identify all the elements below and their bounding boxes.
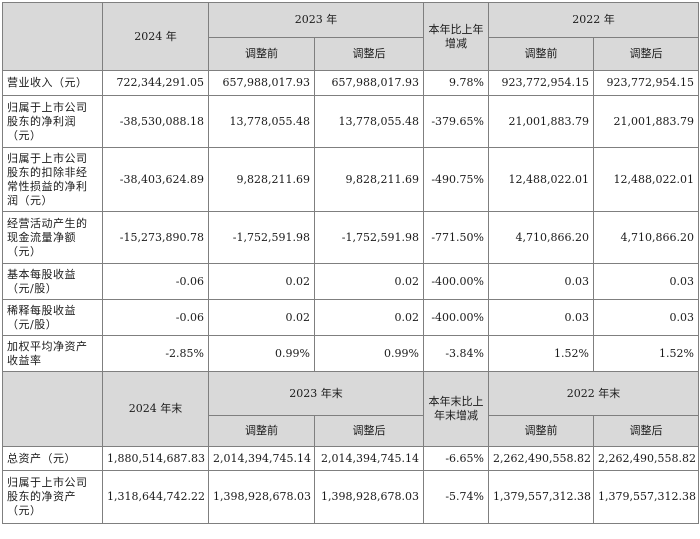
table-row: 经营活动产生的现金流量净额（元） -15,273,890.78 -1,752,5…	[2, 211, 699, 264]
cell-2022-before: 12,488,022.01	[488, 147, 594, 212]
table-row: 归属于上市公司股东的净资产（元） 1,318,644,742.22 1,398,…	[2, 470, 699, 524]
header-2024: 2024 年	[102, 2, 209, 71]
header-2024-end: 2024 年末	[102, 371, 209, 447]
header-label-corner	[2, 2, 103, 71]
cell-2024: -0.06	[102, 263, 209, 300]
cell-2024: -2.85%	[102, 335, 209, 372]
header-change-end: 本年末比上年末增减	[423, 371, 489, 447]
cell-change: 9.78%	[423, 70, 489, 96]
header-2022: 2022 年	[488, 2, 699, 38]
cell-2022-after: 0.03	[593, 263, 699, 300]
cell-2023-after: 13,778,055.48	[314, 95, 424, 148]
cell-change: -400.00%	[423, 263, 489, 300]
cell-2023-before: 2,014,394,745.14	[208, 446, 315, 471]
table-row: 基本每股收益（元/股） -0.06 0.02 0.02 -400.00% 0.0…	[2, 263, 699, 300]
cell-2022-before: 1,379,557,312.38	[488, 470, 594, 524]
cell-change: -379.65%	[423, 95, 489, 148]
table-row: 归属于上市公司股东的净利润（元） -38,530,088.18 13,778,0…	[2, 95, 699, 148]
cell-change: -771.50%	[423, 211, 489, 264]
header-2022-end: 2022 年末	[488, 371, 699, 416]
cell-2022-after: 0.03	[593, 299, 699, 336]
row-label: 营业收入（元）	[2, 70, 103, 96]
header-2023: 2023 年	[208, 2, 424, 38]
header-2022-end-after: 调整后	[593, 415, 699, 447]
cell-2023-after: 0.02	[314, 263, 424, 300]
header-2022-after: 调整后	[593, 37, 699, 71]
header-row-years: 2024 年 2023 年 本年比上年增减 2022 年	[2, 2, 699, 71]
header-2023-end-after: 调整后	[314, 415, 424, 447]
header-2022-before: 调整前	[488, 37, 594, 71]
header-label-corner-2	[2, 371, 103, 447]
financial-summary-table: 2024 年 2023 年 本年比上年增减 2022 年 调整前 调整后 调整前…	[2, 2, 699, 524]
row-label: 归属于上市公司股东的净资产（元）	[2, 470, 103, 524]
header-2023-after: 调整后	[314, 37, 424, 71]
cell-2022-after: 12,488,022.01	[593, 147, 699, 212]
cell-2023-after: 0.99%	[314, 335, 424, 372]
cell-2022-before: 21,001,883.79	[488, 95, 594, 148]
cell-2023-after: 2,014,394,745.14	[314, 446, 424, 471]
cell-2024: 722,344,291.05	[102, 70, 209, 96]
table-row: 归属于上市公司股东的扣除非经常性损益的净利润（元） -38,403,624.89…	[2, 147, 699, 212]
row-label: 归属于上市公司股东的扣除非经常性损益的净利润（元）	[2, 147, 103, 212]
cell-2022-after: 4,710,866.20	[593, 211, 699, 264]
cell-2022-after: 1,379,557,312.38	[593, 470, 699, 524]
cell-2024: -0.06	[102, 299, 209, 336]
cell-2023-before: 0.02	[208, 299, 315, 336]
cell-2024: -38,530,088.18	[102, 95, 209, 148]
cell-2023-before: 657,988,017.93	[208, 70, 315, 96]
header-2023-end: 2023 年末	[208, 371, 424, 416]
table-row: 稀释每股收益（元/股） -0.06 0.02 0.02 -400.00% 0.0…	[2, 299, 699, 336]
cell-2022-before: 923,772,954.15	[488, 70, 594, 96]
header-change: 本年比上年增减	[423, 2, 489, 71]
cell-2023-after: 1,398,928,678.03	[314, 470, 424, 524]
cell-2022-after: 1.52%	[593, 335, 699, 372]
cell-change: -6.65%	[423, 446, 489, 471]
cell-2023-before: 1,398,928,678.03	[208, 470, 315, 524]
table-row: 总资产（元） 1,880,514,687.83 2,014,394,745.14…	[2, 446, 699, 471]
cell-change: -490.75%	[423, 147, 489, 212]
cell-2024: 1,880,514,687.83	[102, 446, 209, 471]
header-2023-before: 调整前	[208, 37, 315, 71]
cell-2023-after: 0.02	[314, 299, 424, 336]
cell-2023-before: 0.02	[208, 263, 315, 300]
header-row-year-end: 2024 年末 2023 年末 本年末比上年末增减 2022 年末	[2, 371, 699, 447]
table-row: 营业收入（元） 722,344,291.05 657,988,017.93 65…	[2, 70, 699, 96]
cell-2022-before: 2,262,490,558.82	[488, 446, 594, 471]
cell-2023-before: -1,752,591.98	[208, 211, 315, 264]
cell-2022-before: 0.03	[488, 263, 594, 300]
cell-2024: -38,403,624.89	[102, 147, 209, 212]
cell-change: -400.00%	[423, 299, 489, 336]
cell-2023-after: 9,828,211.69	[314, 147, 424, 212]
cell-2022-after: 21,001,883.79	[593, 95, 699, 148]
header-2023-end-before: 调整前	[208, 415, 315, 447]
cell-2024: -15,273,890.78	[102, 211, 209, 264]
header-2022-end-before: 调整前	[488, 415, 594, 447]
cell-2023-after: 657,988,017.93	[314, 70, 424, 96]
row-label: 经营活动产生的现金流量净额（元）	[2, 211, 103, 264]
cell-2023-before: 0.99%	[208, 335, 315, 372]
cell-2022-before: 1.52%	[488, 335, 594, 372]
cell-2023-before: 9,828,211.69	[208, 147, 315, 212]
cell-2022-before: 4,710,866.20	[488, 211, 594, 264]
row-label: 稀释每股收益（元/股）	[2, 299, 103, 336]
cell-2022-after: 923,772,954.15	[593, 70, 699, 96]
header-row-adjust: 调整前 调整后 调整前 调整后	[3, 37, 699, 71]
cell-2023-after: -1,752,591.98	[314, 211, 424, 264]
table-row: 加权平均净资产收益率 -2.85% 0.99% 0.99% -3.84% 1.5…	[2, 335, 699, 372]
cell-2022-after: 2,262,490,558.82	[593, 446, 699, 471]
header-row-adjust-2: 调整前 调整后 调整前 调整后	[3, 415, 699, 447]
cell-2023-before: 13,778,055.48	[208, 95, 315, 148]
cell-2022-before: 0.03	[488, 299, 594, 336]
cell-change: -3.84%	[423, 335, 489, 372]
row-label: 总资产（元）	[2, 446, 103, 471]
cell-change: -5.74%	[423, 470, 489, 524]
row-label: 基本每股收益（元/股）	[2, 263, 103, 300]
row-label: 加权平均净资产收益率	[2, 335, 103, 372]
row-label: 归属于上市公司股东的净利润（元）	[2, 95, 103, 148]
cell-2024: 1,318,644,742.22	[102, 470, 209, 524]
